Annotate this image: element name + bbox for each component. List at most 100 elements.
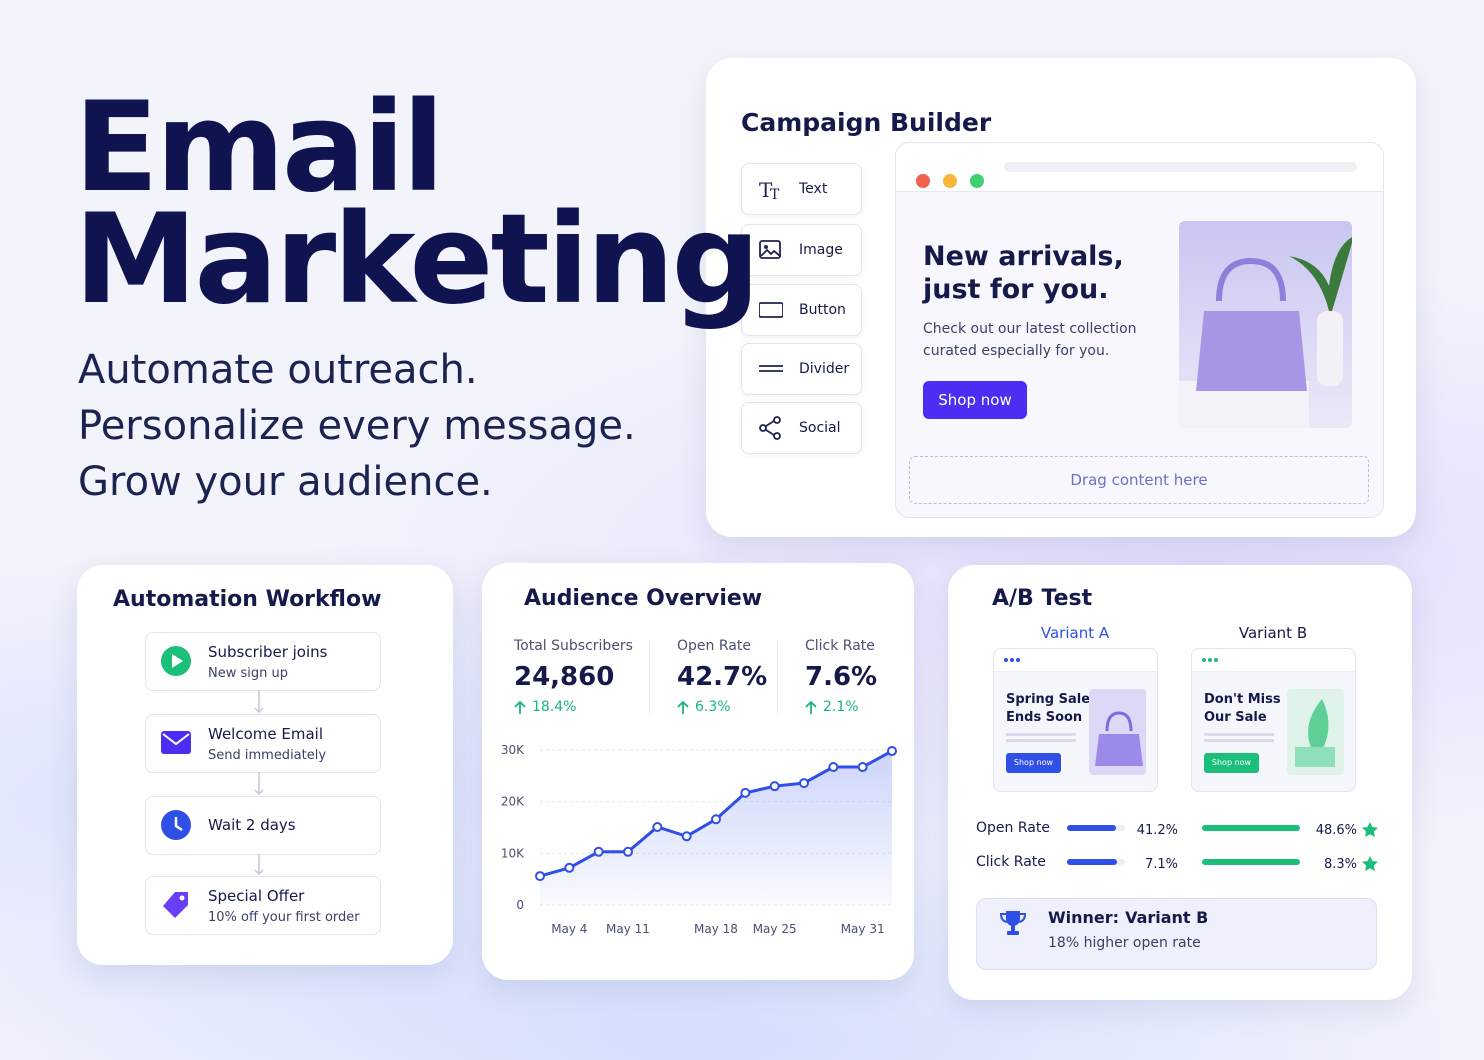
tagline: Automate outreach. [78,347,478,393]
variant-button-label: Shop now [1013,758,1054,767]
step-subtitle: Send immediately [208,747,327,763]
window-dot [970,174,984,188]
step-title: Welcome Email [208,724,323,743]
text-line [1204,739,1274,742]
step-title: Special Offer [208,886,305,905]
workflow-step: Wait 2 days [145,796,381,855]
variant-headline: Spring Sale [1006,691,1091,707]
step-subtitle: New sign up [208,665,288,681]
bar [1202,825,1300,831]
step-icon [161,731,191,754]
line-chart: 0 10K 20K 30K May 4 May 11 May 18 May 25 May 31 [501,743,897,936]
variant-headline: Don't Miss [1204,691,1281,707]
variant-headline: Ends Soon [1006,709,1083,725]
point [799,778,809,789]
up-arrow [677,700,689,714]
winner-star [1362,856,1378,871]
tool-icon [759,365,783,372]
tool-label: Image [799,242,843,258]
tool-icon [759,302,783,318]
campaign-builder-card: Campaign Builder T T Text Image Button Divider… [706,58,1416,537]
step-icon [161,810,191,840]
audience-card: Audience Overview Total Subscribers 24,860… [482,563,914,980]
step-subtitle: 10% off your first order [208,909,360,925]
y-tick-label: 10K [501,846,525,860]
tool-button[interactable]: T T Text [741,163,862,215]
drop-zone-label: Drag content here [1070,470,1208,489]
preview-dot [1208,658,1212,662]
y-tick-label: 0 [516,898,524,912]
metric-value: 48.6% [1315,822,1357,838]
step-icon [161,646,191,676]
up-arrow [805,700,817,714]
point [857,762,868,773]
tool-label: Text [799,181,828,197]
metric-value: 8.3% [1323,856,1357,872]
hero-title: Marketing [74,188,760,332]
preview-dot [1004,658,1008,662]
y-tick-label: 30K [501,743,525,757]
y-tick-label: 20K [501,795,525,809]
button-label: Shop now [938,390,1012,409]
connector [254,690,264,714]
bar [1067,825,1117,831]
email-preview: New arrivals, just for you. Check out our … [895,142,1384,518]
product-image [1179,221,1352,428]
tool-label: Divider [799,361,850,377]
preview-dot [1016,658,1020,662]
bar [1202,859,1300,865]
stat-change: 2.1% [823,699,859,715]
point [535,871,545,882]
stat-label: Total Subscribers [514,638,633,654]
stat-value: 42.7% [677,662,768,692]
variant-button: Shop now [1006,753,1061,773]
step-title: Subscriber joins [208,642,328,661]
variant-name: Variant B [1238,623,1308,642]
variant-headline: Our Sale [1204,709,1267,725]
metric-label: Open Rate [976,820,1050,836]
metric-value: 41.2% [1136,822,1178,838]
variant-name: Variant A [1040,623,1110,642]
workflow-step: Subscriber joins New sign up [145,632,381,691]
preview-dot [1202,658,1206,662]
hero-title: Email [74,76,445,220]
preview-dot [1214,658,1218,662]
step-title: Wait 2 days [208,815,296,834]
tool-button[interactable]: Button [741,284,862,336]
tagline: Personalize every message. [78,403,636,449]
card-title: Automation Workflow [113,587,382,612]
tool-button[interactable]: Divider [741,343,862,395]
connector [254,854,264,876]
stat-change: 18.4% [532,699,577,715]
variant-preview: Spring Sale Ends Soon Shop now [993,648,1158,792]
tool-button[interactable]: Social [741,402,862,454]
drop-zone: Drag content here [909,456,1369,504]
point [740,787,751,798]
winner-star [1362,822,1378,837]
x-tick-label: May 25 [753,922,797,936]
point [769,781,780,792]
winner-label: Winner: [1048,908,1120,927]
variant-button-label: Shop now [1211,758,1252,767]
point [887,746,897,757]
tool-icon: TT [759,178,780,201]
point [681,831,692,842]
winner-name: Variant B [1125,908,1209,927]
tagline: Grow your audience. [78,459,493,505]
point [564,862,575,873]
variant-image [1089,689,1146,775]
tool-icon [759,240,781,259]
trophy-icon [999,911,1027,935]
separator [777,641,778,715]
stat-label: Open Rate [677,638,751,654]
card-title: A/B Test [992,586,1093,611]
window-dot [916,174,930,188]
bar [1067,859,1117,865]
point [623,846,633,857]
shop-button[interactable]: Shop now [923,381,1027,419]
tool-button[interactable]: Image [741,224,862,276]
tool-icon [759,416,781,440]
workflow-step: Welcome Email Send immediately [145,714,381,773]
point [593,846,604,857]
